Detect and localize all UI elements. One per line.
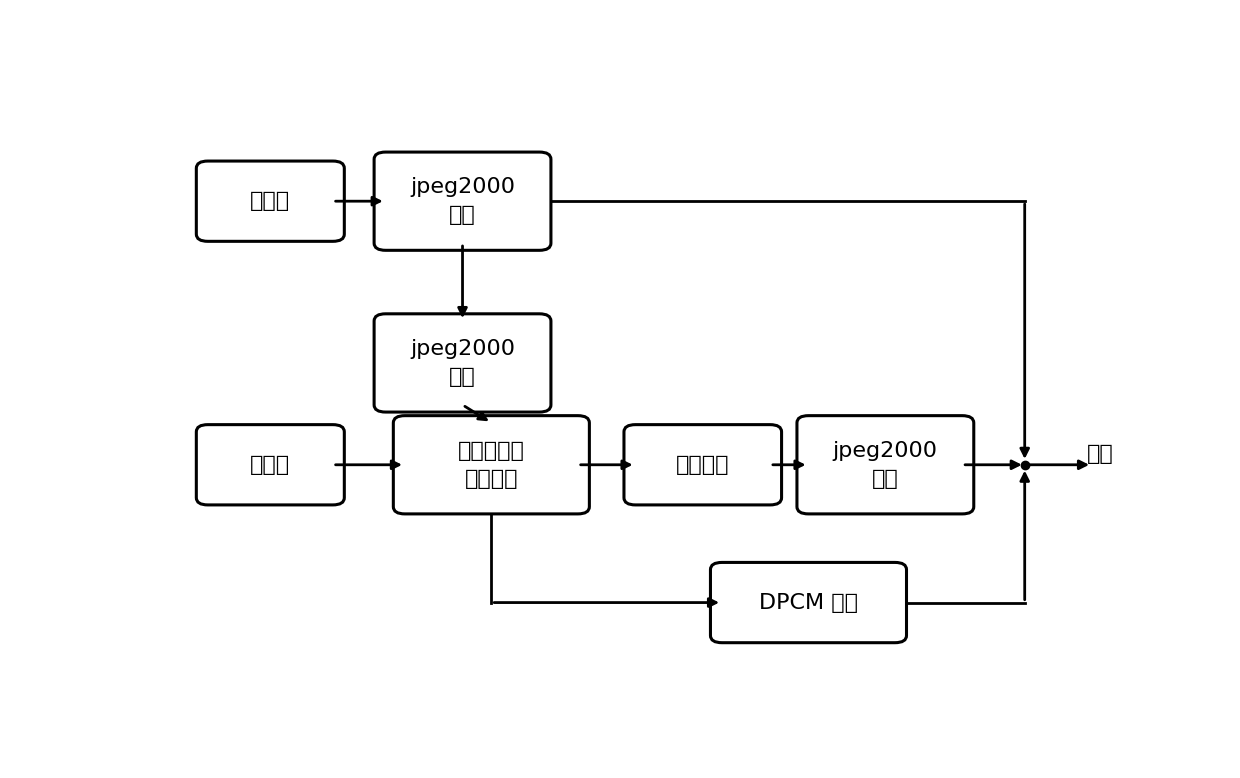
FancyBboxPatch shape	[196, 161, 345, 241]
Text: jpeg2000
解码: jpeg2000 解码	[410, 339, 515, 387]
Text: 码流: 码流	[1087, 444, 1114, 464]
Text: DPCM 编码: DPCM 编码	[759, 593, 858, 612]
FancyBboxPatch shape	[624, 425, 781, 505]
Text: 运动估计和
运动补偿: 运动估计和 运动补偿	[458, 441, 525, 489]
FancyBboxPatch shape	[374, 152, 551, 251]
FancyBboxPatch shape	[374, 314, 551, 412]
FancyBboxPatch shape	[797, 415, 973, 514]
Text: jpeg2000
编码: jpeg2000 编码	[833, 441, 937, 489]
Text: jpeg2000
编码: jpeg2000 编码	[410, 177, 515, 225]
Text: 残差图像: 残差图像	[676, 455, 729, 475]
Text: 左图像: 左图像	[250, 191, 290, 211]
FancyBboxPatch shape	[196, 425, 345, 505]
FancyBboxPatch shape	[711, 562, 906, 643]
Text: 右图像: 右图像	[250, 455, 290, 475]
FancyBboxPatch shape	[393, 415, 589, 514]
